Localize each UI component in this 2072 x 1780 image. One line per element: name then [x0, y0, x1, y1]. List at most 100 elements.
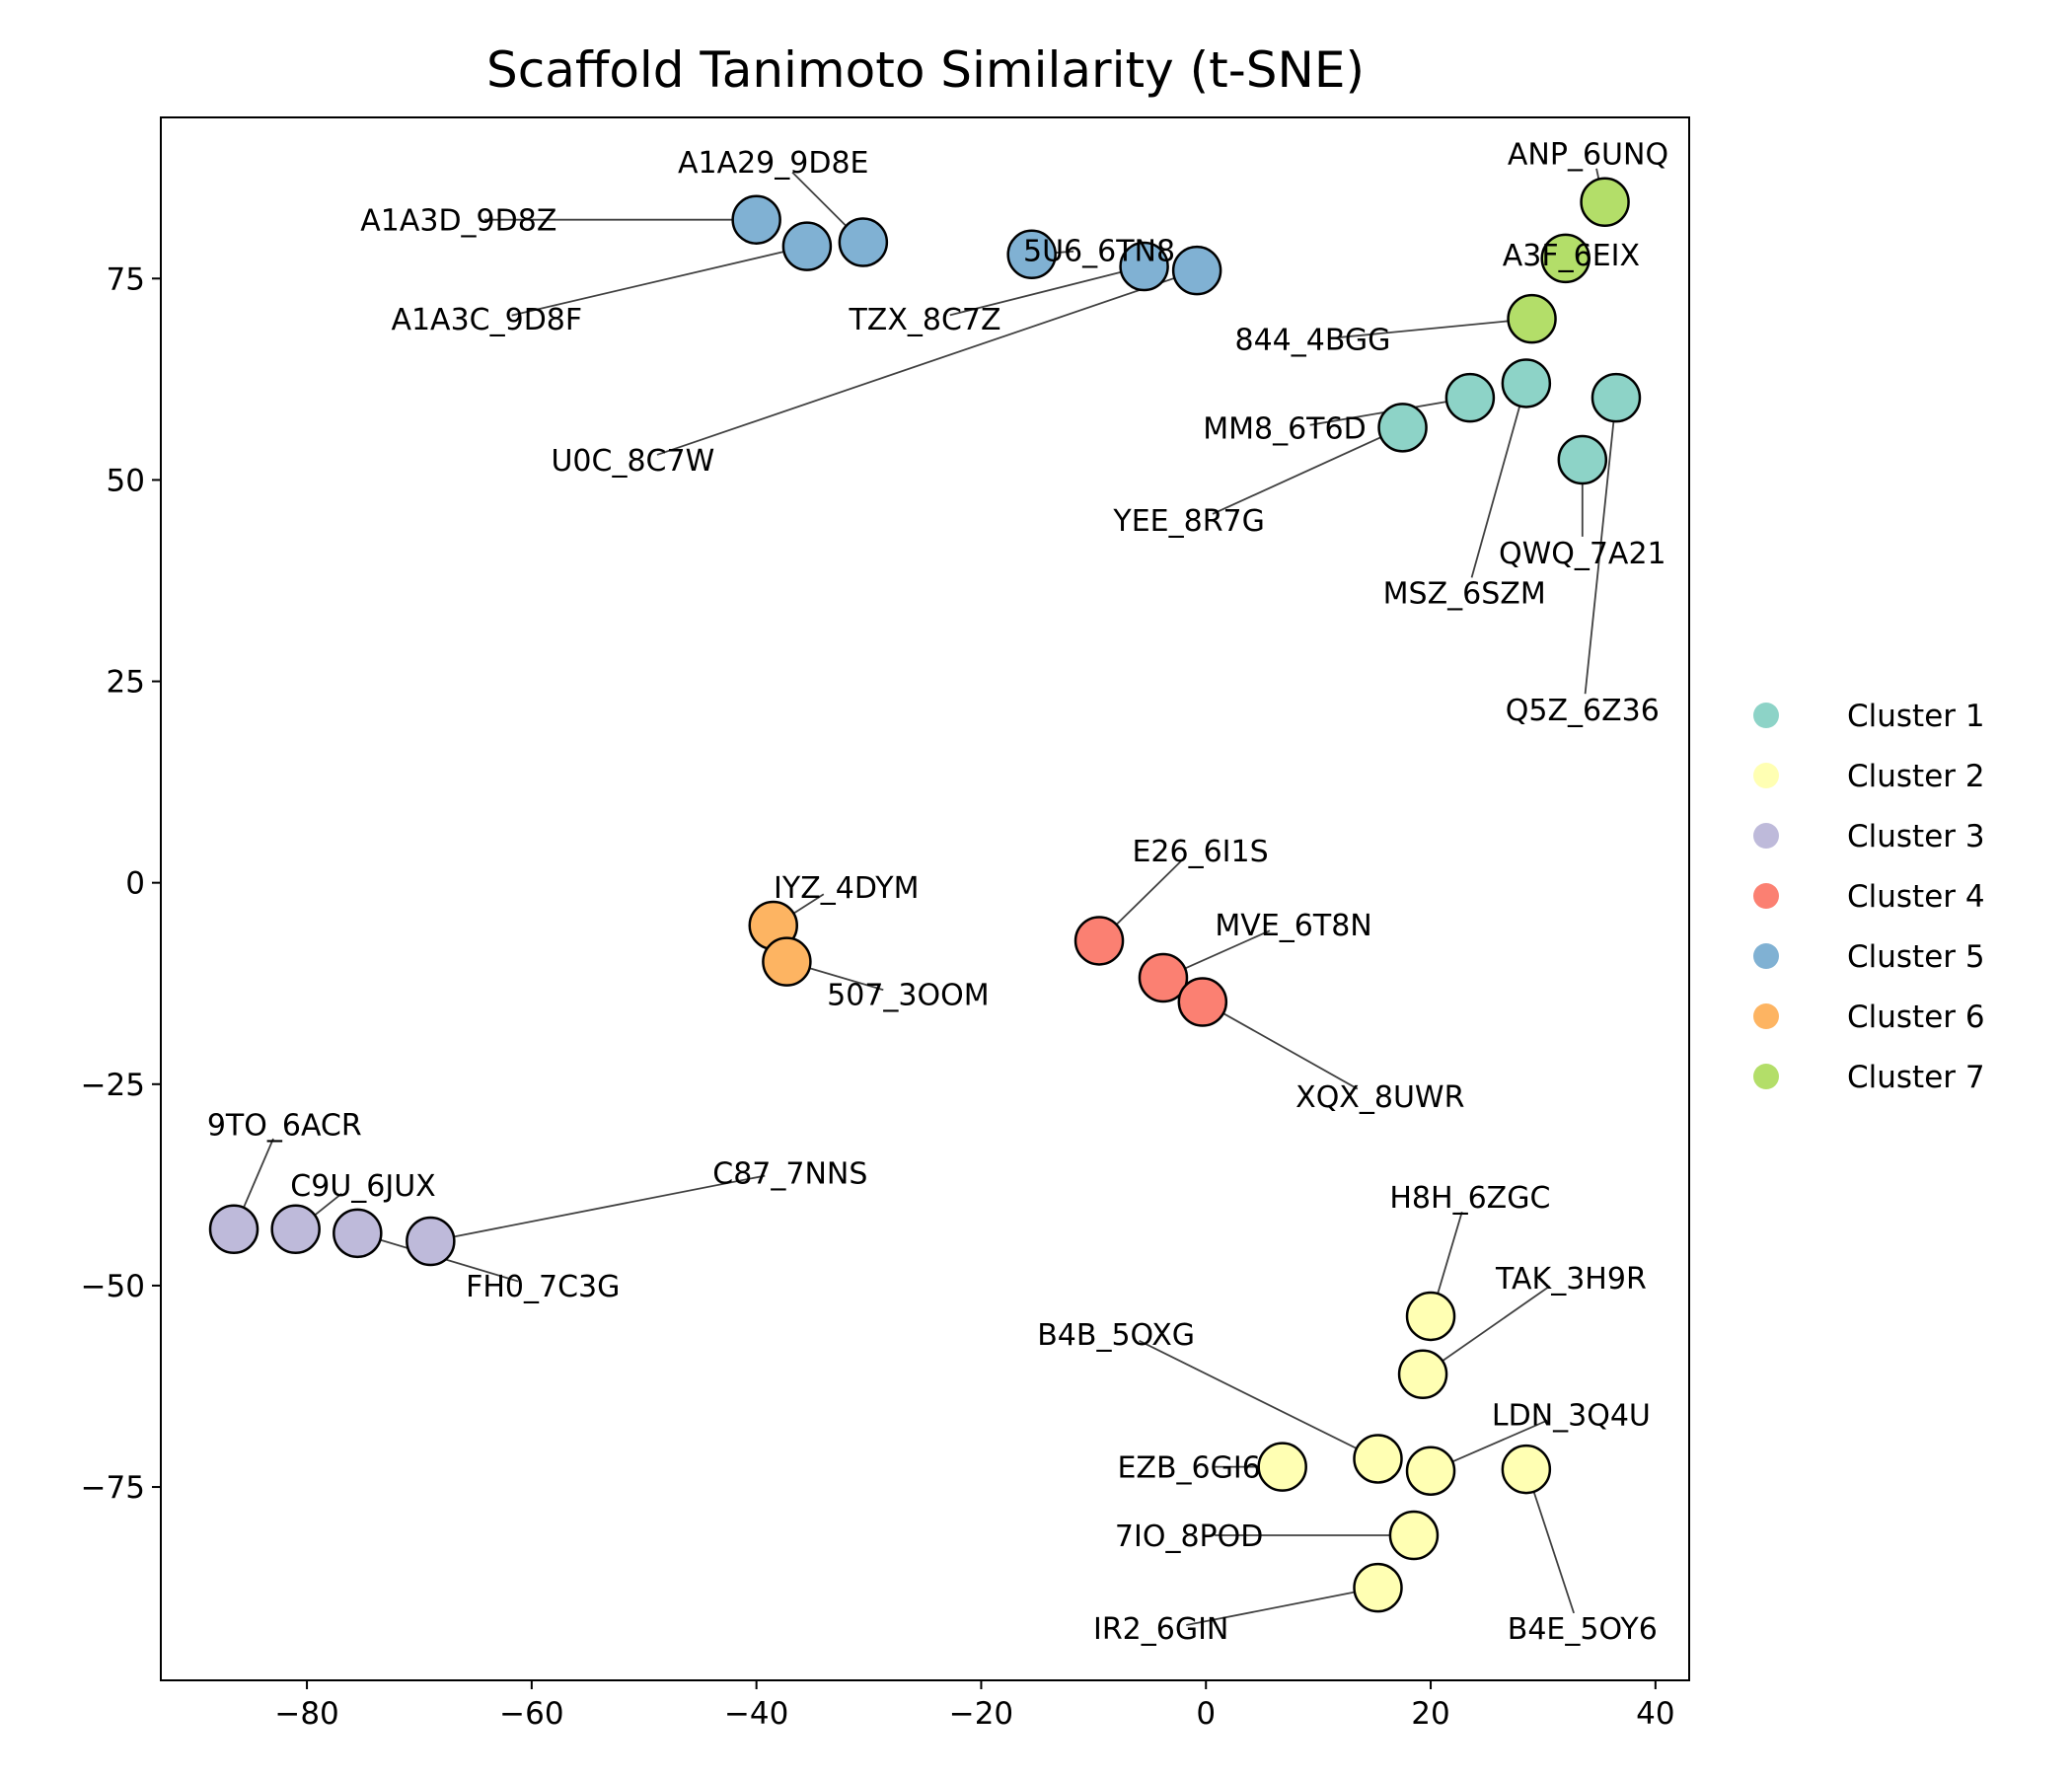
point-label: EZB_6GI6 [1117, 1451, 1260, 1486]
point-label: IYZ_4DYM [774, 871, 919, 906]
data-point [1073, 916, 1125, 966]
data-point [1501, 1444, 1552, 1495]
label-leader-lines [237, 168, 1616, 1626]
data-point [1405, 1291, 1456, 1342]
point-label: A1A3C_9D8F [391, 303, 582, 337]
legend-marker [1753, 823, 1779, 849]
point-label: TAK_3H9R [1495, 1262, 1647, 1297]
legend-label: Cluster 3 [1847, 819, 1985, 854]
point-label: QWQ_7A21 [1499, 537, 1666, 571]
label-leader-line [1430, 1285, 1551, 1371]
point-label: YEE_8R7G [1112, 504, 1265, 539]
plot-frame [160, 116, 1690, 1681]
chart-title: Scaffold Tanimoto Similarity (t-SNE) [486, 41, 1365, 99]
label-leader-line [949, 267, 1136, 317]
data-point [270, 1204, 321, 1255]
point-label: H8H_6ZGC [1389, 1181, 1550, 1216]
y-tick-label: −25 [81, 1068, 145, 1103]
legend-marker [1753, 883, 1779, 909]
legend-marker [1753, 943, 1779, 969]
data-point [406, 1216, 456, 1267]
point-label: 507_3OOM [827, 978, 989, 1012]
label-leader-line [1171, 929, 1271, 976]
point-label: ANP_6UNQ [1508, 138, 1668, 173]
point-labels: YEE_8R7G MM8_6T6D MSZ_6SZM QWQ_7A21 Q5Z_6Z36… [207, 138, 1668, 1647]
label-leader-line [1439, 1419, 1548, 1468]
point-label: FH0_7C3G [466, 1270, 620, 1304]
data-point [1444, 372, 1496, 423]
point-label: 844_4BGG [1234, 324, 1390, 358]
label-leader-line [795, 963, 884, 992]
data-point [1353, 1434, 1403, 1484]
label-leader-line [1433, 1212, 1463, 1307]
legend-label: Cluster 4 [1847, 879, 1985, 915]
data-point [1171, 245, 1222, 296]
data-point [1006, 229, 1057, 280]
data-point [1507, 293, 1557, 344]
axis-ticks: −80 −60 −40 −20 0 20 40 −75 −50 −25 0 25 50 75 [81, 261, 1675, 1732]
label-leader-line [1211, 1005, 1359, 1090]
label-leader-line [1338, 319, 1522, 338]
point-label: MVE_6T8N [1215, 909, 1371, 943]
point-label: 9TO_6ACR [207, 1109, 362, 1144]
legend-marker [1753, 1003, 1779, 1029]
data-point [1397, 1349, 1448, 1399]
legend-label: Cluster 6 [1847, 1000, 1985, 1035]
data-point [762, 936, 812, 987]
data-point [1540, 233, 1591, 284]
legend: Cluster 1 Cluster 2 Cluster 3 Cluster 4 Clus… [1753, 699, 1985, 1095]
data-points [208, 177, 1642, 1613]
point-label: 7IO_8POD [1115, 1520, 1263, 1554]
x-tick-label: 20 [1411, 1696, 1449, 1732]
x-tick-label: −60 [499, 1696, 563, 1732]
label-leader-line [440, 1174, 766, 1241]
data-point [1138, 952, 1189, 1003]
x-tick-label: −40 [724, 1696, 788, 1732]
legend-marker [1753, 1064, 1779, 1089]
point-label: C87_7NNS [712, 1157, 867, 1192]
point-label: B4E_5OY6 [1508, 1612, 1658, 1647]
legend-marker [1753, 703, 1779, 728]
y-tick-label: 25 [107, 665, 145, 701]
legend-label: Cluster 7 [1847, 1060, 1985, 1095]
label-leader-line [1212, 430, 1394, 515]
x-tick-label: −80 [274, 1696, 338, 1732]
legend-marker [1753, 763, 1779, 788]
point-label: Q5Z_6Z36 [1506, 694, 1660, 728]
data-point [208, 1204, 259, 1255]
point-label: IR2_6GIN [1093, 1612, 1228, 1647]
point-label: E26_6I1S [1132, 835, 1268, 869]
point-label: C9U_6JUX [290, 1169, 435, 1204]
data-point [1591, 372, 1642, 423]
point-label: TZX_8C7Z [848, 303, 1000, 337]
data-point [1119, 241, 1169, 292]
label-leader-line [1139, 1339, 1369, 1455]
y-tick-label: 50 [107, 463, 145, 498]
point-label: MSZ_6SZM [1383, 577, 1546, 612]
point-label: MM8_6T6D [1203, 411, 1366, 446]
label-leader-line [1584, 407, 1616, 695]
label-leader-line [656, 272, 1188, 456]
point-label: A1A29_9D8E [678, 146, 869, 181]
data-point [1353, 1562, 1403, 1613]
data-point [1405, 1446, 1456, 1496]
y-tick-label: −50 [81, 1269, 145, 1304]
point-label: 5U6_6TN8 [1023, 235, 1175, 269]
label-leader-line [1528, 1478, 1575, 1614]
data-point [731, 194, 781, 245]
legend-label: Cluster 1 [1847, 699, 1985, 734]
point-label: A1A3D_9D8Z [360, 204, 556, 239]
point-label: XQX_8UWR [1295, 1080, 1464, 1115]
point-label: B4B_5OXG [1037, 1318, 1195, 1353]
legend-label: Cluster 5 [1847, 939, 1985, 975]
point-label: LDN_3Q4U [1492, 1399, 1651, 1434]
legend-label: Cluster 2 [1847, 759, 1985, 794]
y-tick-label: 75 [107, 261, 145, 297]
data-point [1501, 358, 1552, 408]
data-point [838, 217, 889, 267]
y-tick-label: −75 [81, 1470, 145, 1506]
x-tick-label: −20 [949, 1696, 1013, 1732]
point-label: A3F_6EIX [1503, 239, 1640, 273]
